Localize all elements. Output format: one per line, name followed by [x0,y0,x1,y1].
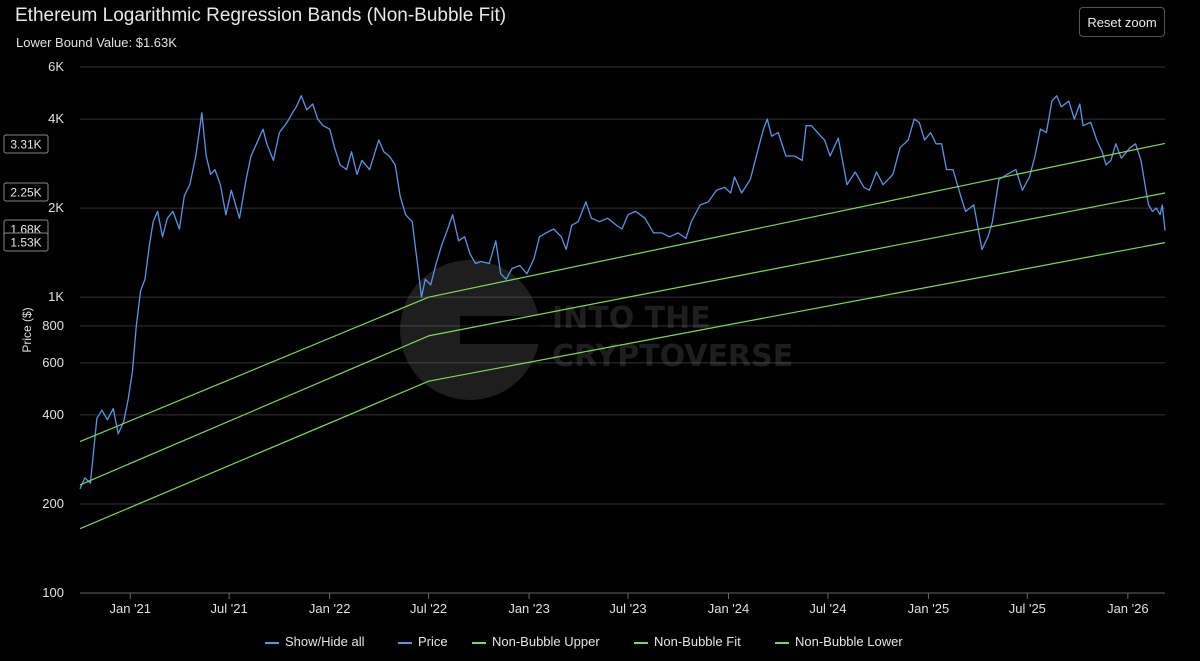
watermark-logo-cut [460,316,540,344]
y-tick-label: 400 [42,407,64,422]
watermark-line2: CRYPTOVERSE [552,339,793,374]
x-tick-label: Jul '21 [211,601,248,616]
y-tick-label: 6K [48,59,64,74]
y-tick-label: 1K [48,289,64,304]
x-tick-label: Jan '22 [309,601,351,616]
y-tick-label: 100 [42,585,64,600]
legend-non-bubble-upper[interactable]: Non-Bubble Upper [472,634,600,649]
chart-legend: Show/Hide all Price Non-Bubble Upper Non… [0,634,1200,654]
x-tick-label: Jul '23 [609,601,646,616]
x-tick-label: Jan '21 [110,601,152,616]
y-tick-label: 600 [42,355,64,370]
reset-zoom-button[interactable]: Reset zoom [1079,7,1165,37]
legend-swatch [634,641,648,644]
legend-label: Non-Bubble Fit [654,634,741,649]
legend-label: Show/Hide all [285,634,365,649]
legend-price[interactable]: Price [398,634,448,649]
x-tick-label: Jan '26 [1107,601,1149,616]
end-value-label: 3.31K [10,138,41,152]
x-tick-label: Jan '25 [908,601,950,616]
end-value-label: 1.53K [10,236,41,250]
legend-swatch [265,641,279,644]
end-value-box [3,134,49,154]
legend-non-bubble-lower[interactable]: Non-Bubble Lower [775,634,903,649]
legend-show-hide-all[interactable]: Show/Hide all [265,634,365,649]
chart-title: Ethereum Logarithmic Regression Bands (N… [15,5,507,26]
x-tick-label: Jul '24 [809,601,846,616]
legend-swatch [398,641,412,644]
chart-plot[interactable]: 100 200 400 600 800 1K 2K 4K 6K Jan '21 Jul '21 Jan… [0,0,1200,630]
legend-non-bubble-fit[interactable]: Non-Bubble Fit [634,634,741,649]
y-tick-label: 4K [48,111,64,126]
legend-label: Non-Bubble Lower [795,634,903,649]
watermark-line1: INTO THE [552,301,711,336]
x-tick-label: Jan '23 [508,601,550,616]
end-value-box [3,182,49,202]
y-tick-label: 800 [42,318,64,333]
y-tick-label: 2K [48,200,64,215]
x-tick-label: Jul '22 [410,601,447,616]
y-axis-title: Price ($) [20,307,34,352]
x-tick-label: Jul '25 [1009,601,1046,616]
legend-label: Price [418,634,448,649]
chart-subtitle: Lower Bound Value: $1.63K [16,35,177,50]
watermark-logo-icon [400,260,540,400]
y-tick-label: 200 [42,496,64,511]
series-price-line [79,95,1166,490]
legend-swatch [775,641,789,644]
x-tick-label: Jan '24 [708,601,750,616]
legend-label: Non-Bubble Upper [492,634,600,649]
end-value-label: 2.25K [10,186,41,200]
series-non-bubble-lower-line [79,242,1166,530]
series-non-bubble-upper-line [79,142,1166,443]
legend-swatch [472,641,486,644]
series-non-bubble-fit-line [79,192,1166,486]
end-value-box [3,232,49,252]
